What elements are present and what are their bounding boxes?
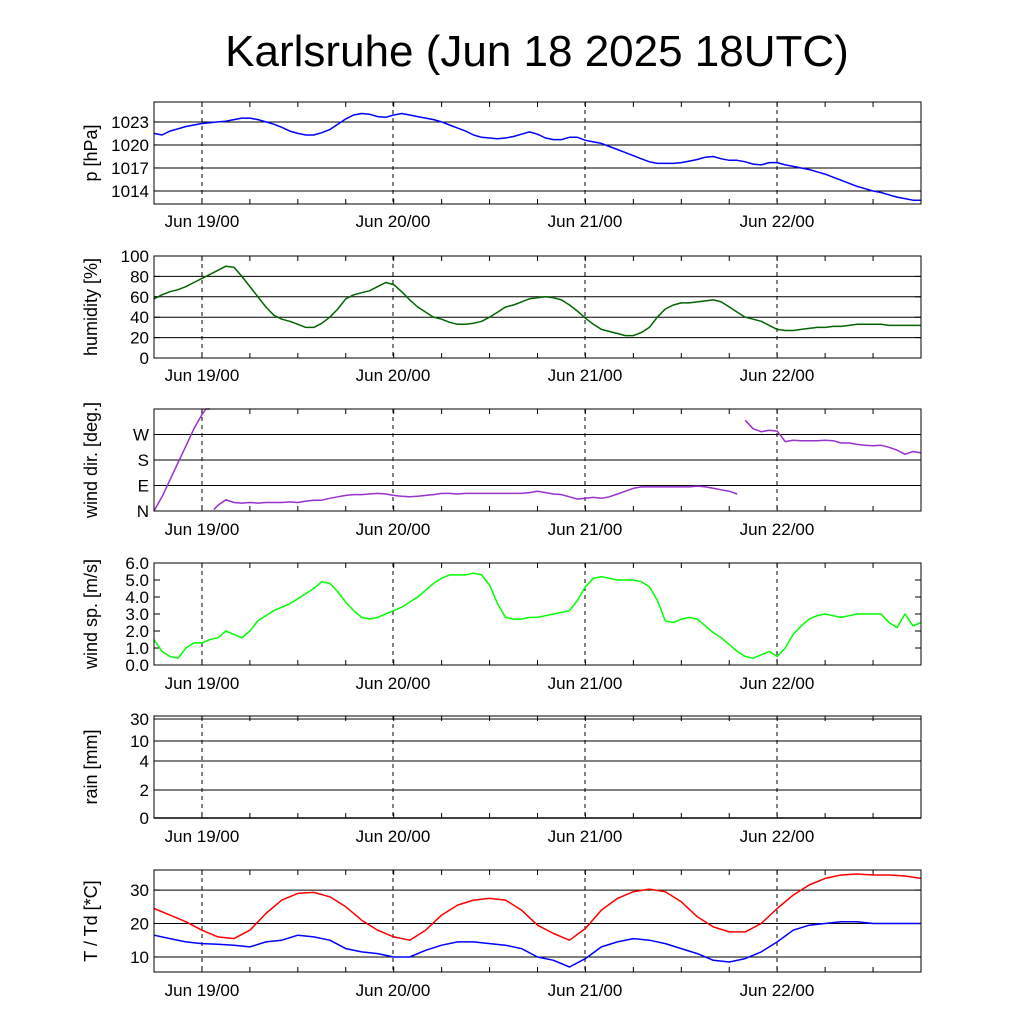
series-line	[153, 408, 210, 512]
panel-frame	[153, 408, 922, 512]
y-tick-label: 30	[130, 881, 149, 900]
y-tick-label: 4	[140, 752, 149, 771]
y-tick-label: 5.0	[125, 571, 149, 590]
x-tick-label: Jun 19/00	[165, 981, 240, 1000]
x-tick-label: Jun 19/00	[165, 366, 240, 385]
x-tick-label: Jun 22/00	[740, 212, 815, 231]
x-tick-label: Jun 20/00	[356, 366, 431, 385]
panel-1: 1014 1017 1020 1023 p [hPa] Jun 19/00 Jun 20/0…	[81, 101, 922, 231]
y-tick-label: 20	[130, 329, 149, 348]
x-tick-label: Jun 20/00	[356, 981, 431, 1000]
series-line	[153, 572, 922, 659]
series-line	[744, 419, 922, 456]
panel-frame	[153, 255, 922, 359]
y-tick-label: 0	[140, 349, 149, 368]
y-axis-label: p [hPa]	[81, 124, 101, 181]
panel-frame	[153, 869, 922, 973]
panel-5: 0 2 410 30 rain [mm] Jun 19/00 Jun 20/00 Jun 21…	[81, 710, 922, 846]
x-tick-label: Jun 21/00	[548, 520, 623, 539]
x-tick-label: Jun 19/00	[165, 520, 240, 539]
y-tick-label: 1017	[111, 159, 149, 178]
panel-4: 0.01.02.03.04.05.06.0 wind sp. [m/s] Jun 1…	[81, 554, 922, 693]
y-tick-label: 10	[130, 948, 149, 967]
y-tick-label: 2.0	[125, 622, 149, 641]
y-axis-label: T / Td [*C]	[81, 880, 101, 961]
y-tick-label: 60	[130, 288, 149, 307]
x-tick-label: Jun 19/00	[165, 212, 240, 231]
y-tick-label: 100	[121, 247, 149, 266]
x-tick-label: Jun 19/00	[165, 827, 240, 846]
y-tick-label: 4.0	[125, 588, 149, 607]
y-tick-label: 0.0	[125, 656, 149, 675]
x-tick-label: Jun 22/00	[740, 827, 815, 846]
x-tick-label: Jun 20/00	[356, 674, 431, 693]
x-tick-label: Jun 21/00	[548, 981, 623, 1000]
y-axis-label: wind sp. [m/s]	[81, 559, 101, 670]
y-tick-label: 80	[130, 267, 149, 286]
x-tick-label: Jun 20/00	[356, 212, 431, 231]
x-tick-label: Jun 22/00	[740, 520, 815, 539]
y-tick-label: 10	[130, 732, 149, 751]
y-tick-label: 3.0	[125, 605, 149, 624]
y-tick-label: 2	[140, 781, 149, 800]
y-tick-label: 1020	[111, 136, 149, 155]
series-line	[153, 265, 921, 337]
series-line	[153, 921, 921, 968]
panel-frame	[153, 715, 922, 819]
y-tick-label: 1.0	[125, 639, 149, 658]
x-tick-label: Jun 21/00	[548, 212, 623, 231]
panel-6: 10 20 30 T / Td [*C] Jun 19/00 Jun 20/00 Jun 2…	[81, 869, 922, 1000]
series-line	[153, 873, 922, 941]
y-axis-label: rain [mm]	[81, 729, 101, 804]
y-tick-label: E	[138, 477, 149, 496]
y-tick-label: 40	[130, 308, 149, 327]
x-tick-label: Jun 22/00	[740, 366, 815, 385]
x-tick-label: Jun 20/00	[356, 827, 431, 846]
series-line	[153, 112, 921, 201]
series-line	[213, 485, 738, 511]
y-tick-label: 1014	[111, 182, 149, 201]
y-tick-label: 20	[130, 915, 149, 934]
y-tick-label: S	[138, 451, 149, 470]
y-axis-label: humidity [%]	[81, 258, 101, 356]
y-tick-label: 6.0	[125, 554, 149, 573]
x-tick-label: Jun 21/00	[548, 674, 623, 693]
x-tick-label: Jun 22/00	[740, 674, 815, 693]
x-tick-label: Jun 21/00	[548, 827, 623, 846]
x-tick-label: Jun 20/00	[356, 520, 431, 539]
panel-frame	[153, 101, 922, 205]
panel-frame	[153, 562, 922, 666]
chart-title: Karlsruhe (Jun 18 2025 18UTC)	[225, 27, 849, 76]
y-tick-label: W	[133, 426, 149, 445]
y-axis-label: wind dir. [deg.]	[81, 402, 101, 519]
x-tick-label: Jun 22/00	[740, 981, 815, 1000]
y-tick-label: 0	[140, 809, 149, 828]
y-tick-label: 1023	[111, 113, 149, 132]
y-tick-label: 30	[130, 710, 149, 729]
x-tick-label: Jun 19/00	[165, 674, 240, 693]
x-tick-label: Jun 21/00	[548, 366, 623, 385]
y-tick-label: N	[137, 502, 149, 521]
